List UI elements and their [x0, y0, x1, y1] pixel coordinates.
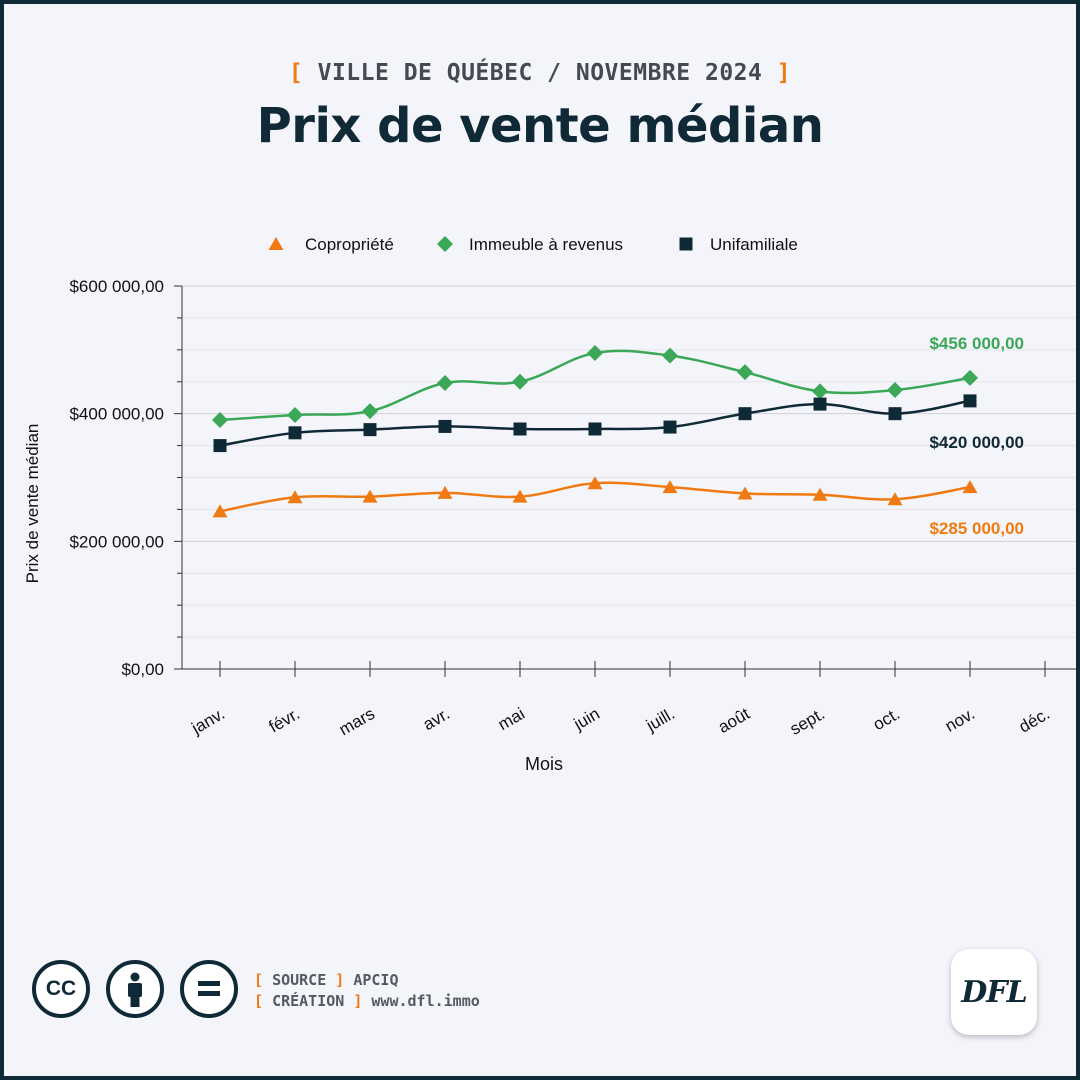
y-tick-label: $200 000,00: [69, 532, 164, 551]
data-point-unifamiliale: [663, 420, 677, 434]
no-derivatives-icon: [180, 960, 238, 1018]
line-chart: $0,00 $200 000,00 $400 000,00 $600 000,00 ja…: [23, 235, 1076, 774]
data-point-copropriete: [437, 485, 453, 499]
data-point-copropriete: [512, 489, 528, 503]
legend-marker: [679, 237, 693, 251]
x-axis-title: Mois: [525, 754, 563, 774]
person-icon: [128, 972, 142, 1007]
end-value-label: $420 000,00: [929, 433, 1024, 452]
x-tick-label: mai: [495, 704, 528, 734]
data-point-copropriete: [362, 489, 378, 503]
source-value: APCIQ: [353, 971, 399, 989]
dfl-logo: DFL: [951, 949, 1037, 1035]
legend-label: Unifamiliale: [710, 235, 798, 254]
logo-text: DFL: [961, 974, 1027, 1010]
creation-bracket-open: [: [254, 992, 264, 1010]
legend-marker: [268, 237, 284, 250]
kicker-bracket-open: [: [288, 60, 304, 86]
legend-label: Copropriété: [305, 235, 394, 254]
data-point-immeuble-a-revenus: [437, 375, 453, 392]
data-point-copropriete: [662, 480, 678, 494]
data-point-immeuble-a-revenus: [212, 412, 228, 429]
kicker: [ VILLE DE QUÉBEC / NOVEMBRE 2024 ]: [4, 60, 1076, 86]
x-tick-label: août: [715, 704, 753, 737]
data-point-copropriete: [587, 476, 603, 490]
data-point-unifamiliale: [813, 397, 827, 411]
x-tick-label: sept.: [787, 704, 828, 739]
kicker-text: VILLE DE QUÉBEC / NOVEMBRE 2024: [317, 60, 763, 86]
data-point-immeuble-a-revenus: [962, 369, 978, 386]
y-tick-label: $0,00: [121, 660, 164, 679]
data-point-immeuble-a-revenus: [512, 373, 528, 390]
data-point-unifamiliale: [438, 419, 452, 433]
data-point-copropriete: [737, 486, 753, 500]
kicker-bracket-close: ]: [776, 60, 792, 86]
data-point-unifamiliale: [288, 426, 302, 440]
legend-label: Immeuble à revenus: [469, 235, 623, 254]
x-tick-label: juill.: [642, 704, 678, 736]
data-point-copropriete: [212, 504, 228, 518]
page-title: Prix de vente médian: [256, 98, 824, 154]
source-line: [ SOURCE ] APCIQ: [254, 970, 480, 991]
y-axis-title: Prix de vente médian: [23, 424, 42, 584]
creation-line: [ CRÉATION ] www.dfl.immo: [254, 991, 480, 1012]
equals-icon: [198, 981, 220, 996]
cc-icon-text: CC: [45, 977, 77, 1000]
data-point-unifamiliale: [963, 394, 977, 408]
data-point-immeuble-a-revenus: [362, 403, 378, 420]
data-point-unifamiliale: [738, 407, 752, 421]
data-point-immeuble-a-revenus: [662, 347, 678, 364]
x-tick-label: nov.: [942, 704, 978, 736]
data-point-copropriete: [887, 492, 903, 506]
x-tick-label: févr.: [266, 704, 303, 737]
x-tick-label: déc.: [1016, 704, 1053, 737]
source-label: SOURCE: [272, 971, 327, 989]
end-value-label: $285 000,00: [929, 519, 1024, 538]
data-point-unifamiliale: [888, 407, 902, 421]
creation-value: www.dfl.immo: [371, 992, 480, 1010]
data-point-unifamiliale: [588, 422, 602, 436]
data-point-copropriete: [812, 487, 828, 501]
data-point-immeuble-a-revenus: [587, 345, 603, 362]
source-bracket-close: ]: [335, 971, 345, 989]
x-tick-label: oct.: [870, 704, 903, 734]
y-tick-label: $400 000,00: [69, 405, 164, 424]
data-point-immeuble-a-revenus: [737, 364, 753, 381]
x-tick-label: juin: [570, 704, 603, 734]
creation-label: CRÉATION: [272, 992, 345, 1010]
data-point-copropriete: [962, 480, 978, 494]
source-bracket-open: [: [254, 971, 264, 989]
attribution-icon: [106, 960, 164, 1018]
x-tick-label: mars: [336, 704, 378, 739]
legend-marker: [437, 236, 453, 252]
x-tick-label: avr.: [420, 704, 453, 734]
creation-bracket-close: ]: [353, 992, 363, 1010]
cc-license-icon: CC: [32, 960, 90, 1018]
data-point-immeuble-a-revenus: [287, 406, 303, 423]
x-tick-label: janv.: [188, 704, 228, 738]
credits: [ SOURCE ] APCIQ [ CRÉATION ] www.dfl.im…: [254, 970, 480, 1012]
y-tick-label: $600 000,00: [69, 277, 164, 296]
data-point-unifamiliale: [363, 423, 377, 437]
end-value-label: $456 000,00: [929, 334, 1024, 353]
data-point-immeuble-a-revenus: [887, 382, 903, 399]
data-point-unifamiliale: [213, 439, 227, 453]
data-point-copropriete: [287, 490, 303, 504]
data-point-unifamiliale: [513, 422, 527, 436]
data-point-immeuble-a-revenus: [812, 383, 828, 400]
